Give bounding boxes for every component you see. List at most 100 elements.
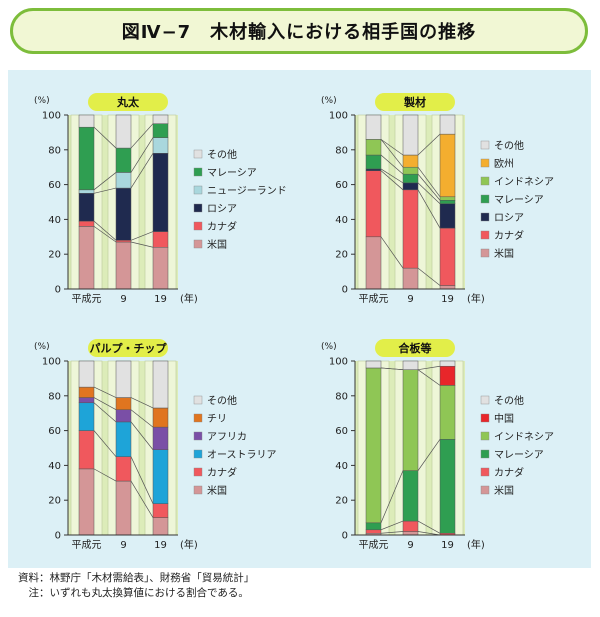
x-tick-label: 19 [154,540,167,551]
y-tick-label: 20 [48,496,61,507]
bar-その他-0 [365,360,382,369]
legend-swatch [480,248,490,258]
y-tick-label: 20 [48,250,61,261]
connector-line [380,139,404,156]
legend-swatch [193,413,203,423]
bar-欧州-1 [402,154,419,168]
bar-その他-2 [439,360,456,367]
legend-swatch [480,413,490,423]
y-tick-label: 60 [335,426,348,437]
connector-line [380,520,404,531]
bar-カナダ-2 [439,227,456,286]
y-tick-label: 20 [335,250,348,261]
bar-その他-1 [115,114,132,149]
y-tick-label: 60 [335,180,348,191]
bar-カナダ-0 [78,430,95,470]
connector-line [93,468,117,482]
legend-swatch [193,467,203,477]
bar-米国-1 [402,531,419,536]
x-tick-label: 19 [154,294,167,305]
bar-カナダ-1 [115,456,132,482]
bar-インドネシア-2 [439,196,456,201]
legend-swatch [193,221,203,231]
connector-line [130,153,154,189]
legend-swatch [193,485,203,495]
x-tick-label: 9 [120,294,126,305]
legend-swatch [480,485,490,495]
legend-label: インドネシア [494,176,554,188]
source-line-2: 注：いずれも丸太換算値における割合である。 [18,587,249,599]
y-axis-unit: (%) [34,96,50,106]
legend-swatch [480,230,490,240]
legend-label: その他 [494,139,524,152]
x-tick-label: 9 [120,540,126,551]
bar-アフリカ-1 [115,409,132,423]
y-axis-unit: (%) [321,342,337,352]
x-tick-label: 平成元 [72,539,102,551]
bar-カナダ-0 [78,220,95,227]
figure-title: 図Ⅳ−7 木材輸入における相手国の推移 [10,8,588,54]
y-tick-label: 40 [48,215,61,226]
bar-マレーシア-1 [115,147,132,173]
legend-swatch [480,212,490,222]
chart-0: 丸太 (%) 0 20 40 60 80 100 平成元 9 19 (年) その他マレーシアニュージーラ… [34,93,287,305]
legend-label: ロシア [494,213,524,224]
bar-米国-2 [152,246,169,290]
bar-カナダ-0 [365,170,382,238]
connector-line [130,409,154,428]
connector-line [93,402,117,423]
legend-label: カナダ [207,466,237,479]
legend-swatch [480,467,490,477]
y-tick-label: 80 [48,145,61,156]
legend-label: オーストラリア [207,449,277,461]
bar-ニュージーランド-2 [152,137,169,154]
legend-label: 欧州 [494,158,514,170]
bar-チリ-1 [115,397,132,410]
source-line-1: 資料：林野庁「木材需給表」、財務省「貿易統計」 [18,572,255,584]
legend-swatch [193,167,203,177]
bar-ロシア-1 [402,182,419,191]
connector-line [417,439,441,471]
bar-中国-2 [439,365,456,386]
bar-インドネシア-2 [439,385,456,440]
bar-カナダ-1 [402,189,419,269]
legend-swatch [480,395,490,405]
bar-米国-1 [115,241,132,290]
y-axis-unit: (%) [34,342,50,352]
bar-米国-2 [439,285,456,290]
bar-マレーシア-0 [78,126,95,191]
bar-マレーシア-0 [365,154,382,170]
connector-line [130,397,154,409]
connector-line [93,220,117,241]
bar-オーストラリア-0 [78,402,95,431]
legend-label: カナダ [494,229,524,242]
connector-line [130,421,154,450]
x-axis-unit: (年) [180,292,198,305]
legend-label: マレーシア [207,168,257,179]
bar-その他-0 [365,114,382,140]
bar-欧州-2 [439,133,456,198]
legend-label: カナダ [494,466,524,479]
legend-label: カナダ [207,220,237,233]
bar-カナダ-2 [152,231,169,248]
bar-ニュージーランド-0 [78,189,95,194]
legend-swatch [193,239,203,249]
connector-line [130,241,154,248]
connector-line [380,531,404,534]
connector-line [93,187,117,194]
y-tick-label: 60 [48,426,61,437]
bar-その他-2 [152,360,169,409]
connector-line [417,531,441,536]
legend-swatch [193,203,203,213]
chart-panel: 丸太 (%) 0 20 40 60 80 100 平成元 9 19 (年) その他 マレーシア ニュージーラ… [8,70,591,568]
chart-1: 製材 (%) 0 20 40 60 80 100 平成元 9 19 (年) その他欧州インドネシアマレー… [321,93,554,305]
legend-swatch [193,395,203,405]
chart-title-pill [88,339,168,357]
legend-label: チリ [207,413,227,425]
bar-米国-0 [78,226,95,290]
connector-line [93,386,117,398]
bar-その他-1 [402,360,419,370]
chart-title: パルプ・チップ [90,341,168,355]
bar-カナダ-1 [115,240,132,243]
